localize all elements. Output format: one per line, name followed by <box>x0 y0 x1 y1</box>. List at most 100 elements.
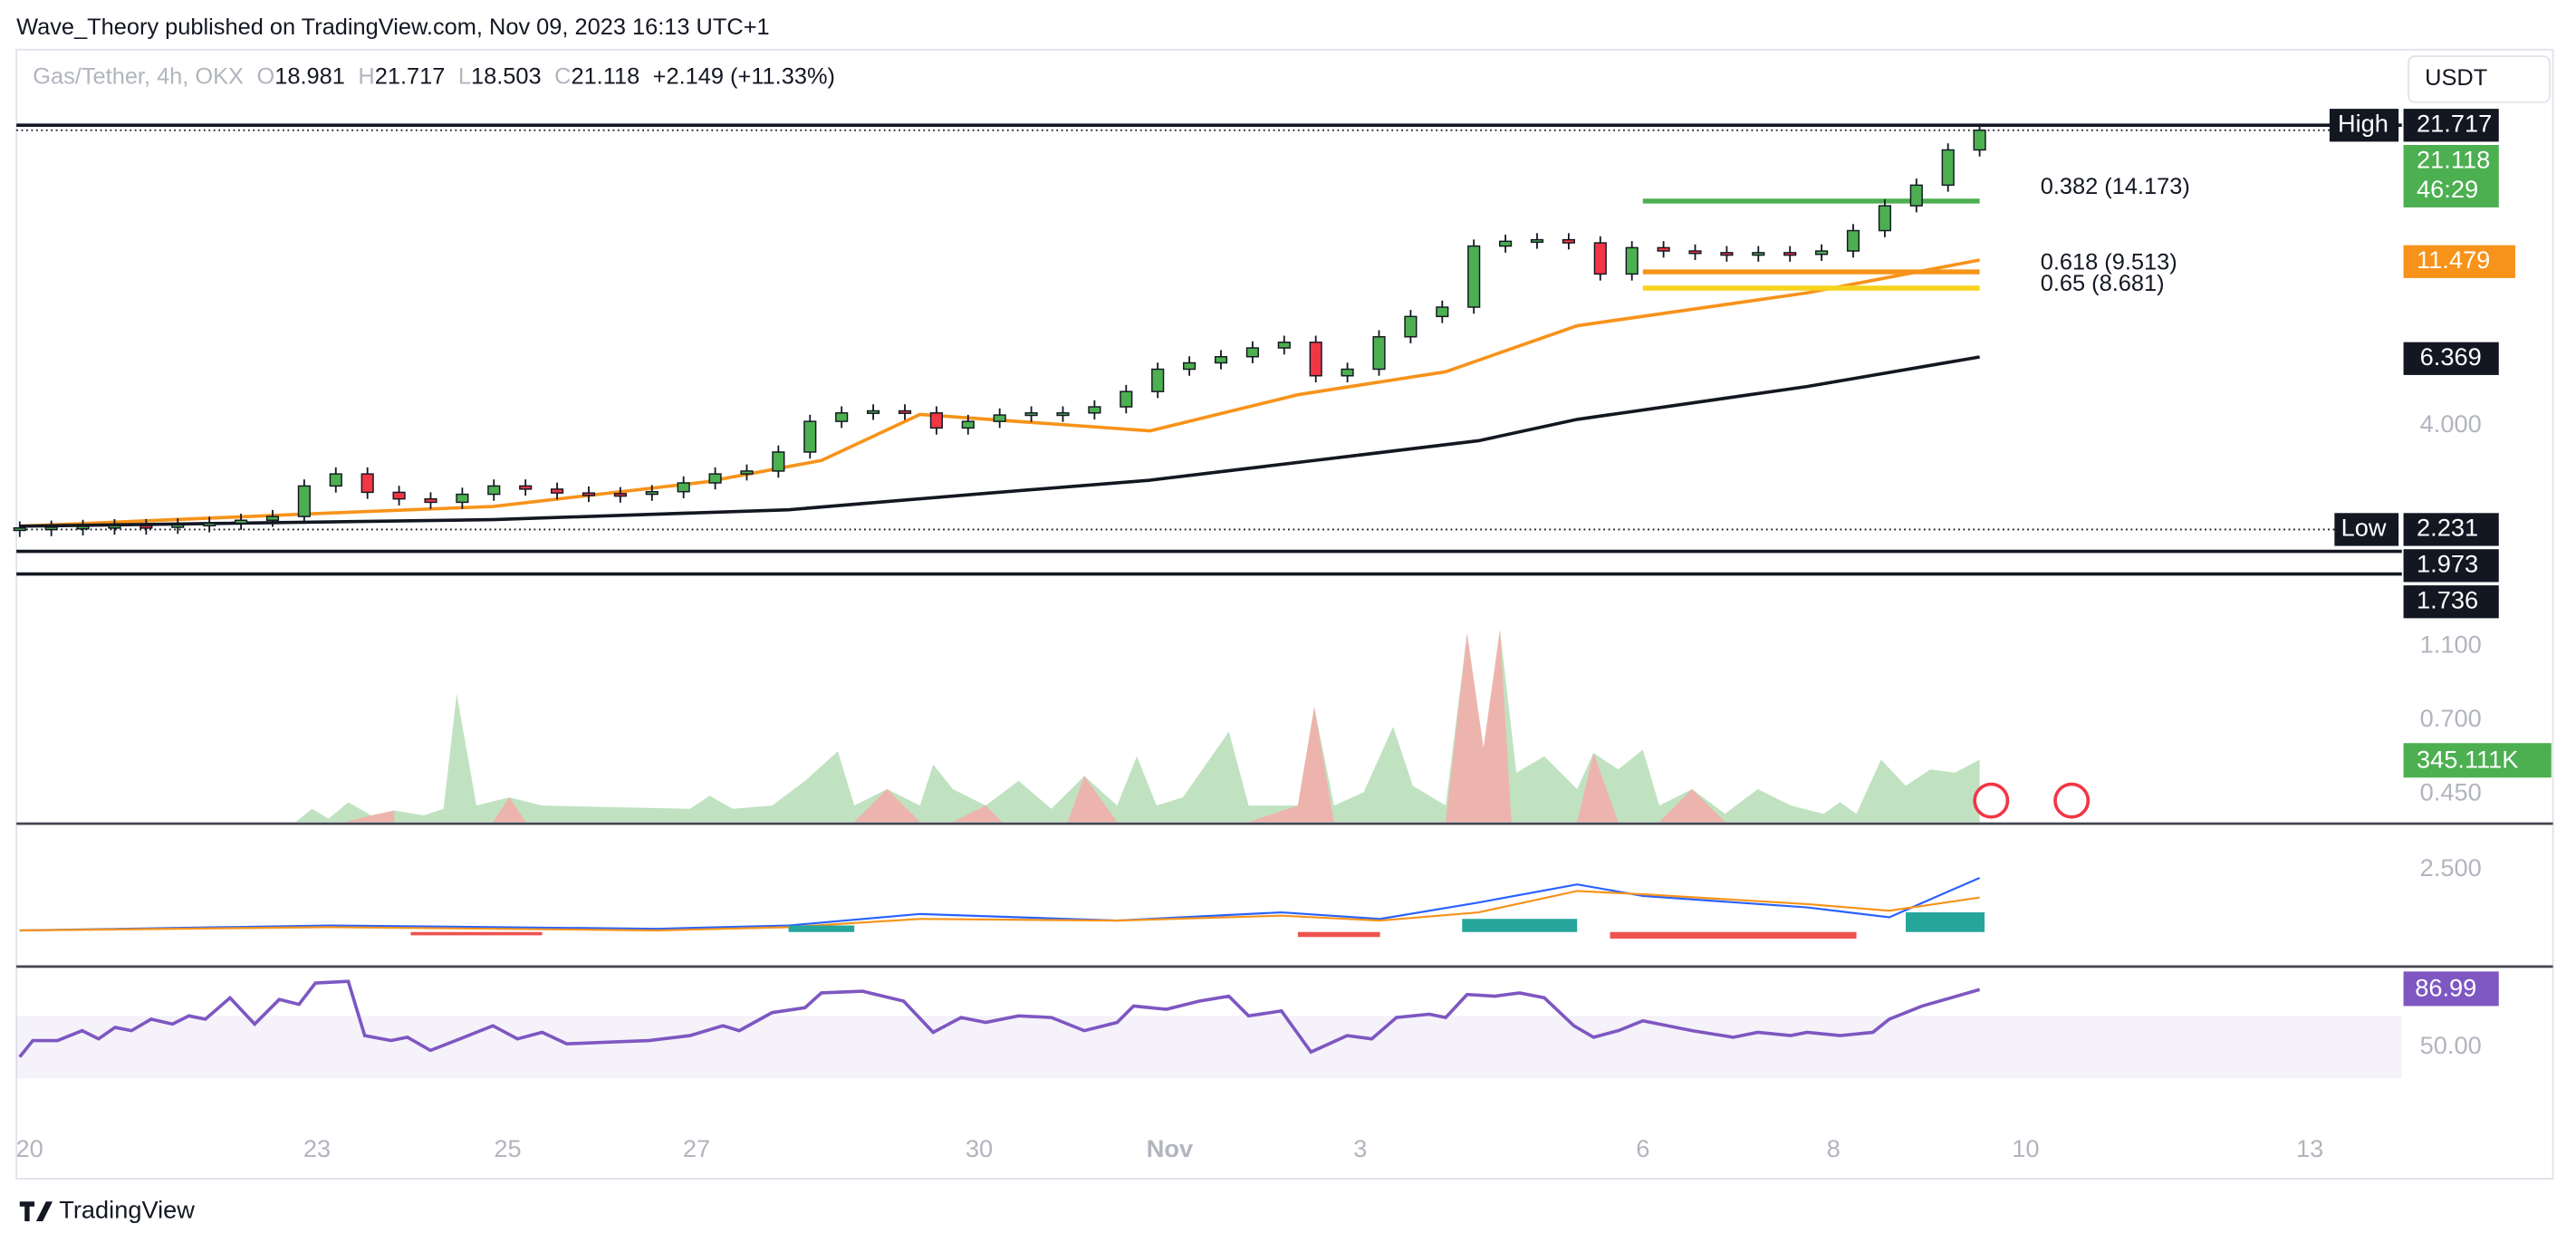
last-box <box>2403 145 2499 207</box>
candle <box>1530 238 1544 244</box>
candle <box>1056 412 1070 417</box>
candle <box>1909 184 1923 207</box>
candle <box>1752 252 1765 256</box>
candle <box>76 525 90 530</box>
rsi-band <box>16 1016 2402 1079</box>
currency-button[interactable] <box>2408 55 2551 103</box>
candle <box>44 526 58 531</box>
macd-tick: 2.500 <box>2420 853 2482 882</box>
countdown: 46:29 <box>2417 175 2478 203</box>
candle <box>13 527 26 532</box>
event-icon[interactable] <box>2053 782 2091 819</box>
candle <box>993 414 1006 422</box>
volume-last-box <box>2403 743 2552 778</box>
fib-label: 0.65 (8.681) <box>2041 271 2165 296</box>
candle <box>1120 390 1133 408</box>
candle <box>1720 252 1734 256</box>
date-label: 13 <box>2296 1134 2323 1162</box>
rsi-line <box>18 979 1981 1058</box>
candle <box>1151 368 1165 392</box>
candle <box>708 473 722 484</box>
date-label: Nov <box>1147 1134 1193 1162</box>
price-tick-label: 4.000 <box>2420 410 2482 438</box>
date-label: 27 <box>683 1134 710 1162</box>
candle <box>613 493 627 497</box>
candle <box>898 410 912 414</box>
candle <box>1467 245 1481 308</box>
macd-line <box>19 876 1981 932</box>
candle <box>582 492 596 496</box>
candle <box>1625 246 1639 275</box>
ema-slow-value: 6.369 <box>2420 342 2482 371</box>
candle <box>961 420 975 429</box>
rsi-last: 86.99 <box>2415 973 2476 1001</box>
candle <box>1878 205 1891 232</box>
volume-area-down <box>344 630 1725 823</box>
candle <box>1404 315 1418 338</box>
candle <box>1562 238 1575 244</box>
last-value: 21.118 <box>2417 145 2490 173</box>
macd-histogram <box>410 931 1857 939</box>
candle <box>1499 240 1513 247</box>
low-value: 2.231 <box>2417 514 2478 542</box>
candle <box>360 473 374 494</box>
support1-box <box>2403 549 2499 583</box>
date-label: 20 <box>16 1134 43 1162</box>
event-icon[interactable] <box>1973 782 2010 819</box>
footer: TradingView <box>59 1195 195 1223</box>
candle <box>1088 406 1101 414</box>
close: 21.118 <box>571 63 639 89</box>
candle <box>867 410 880 414</box>
candle <box>424 497 437 504</box>
rsi-last-box <box>2403 971 2499 1007</box>
candle <box>740 470 754 475</box>
ema-fast-box <box>2403 245 2515 278</box>
candle <box>1688 250 1702 255</box>
volume-tick: 0.700 <box>2420 704 2482 732</box>
candle <box>1783 252 1797 256</box>
candle <box>1593 242 1607 275</box>
date-label: 23 <box>303 1134 331 1162</box>
candle <box>1973 129 1986 151</box>
high-tag-box <box>2329 109 2399 142</box>
candle <box>234 519 248 525</box>
change: +2.149 (+11.33%) <box>653 63 835 89</box>
candle <box>677 482 690 493</box>
candle <box>929 412 943 429</box>
date-label: 30 <box>966 1134 993 1162</box>
support2-value: 1.736 <box>2417 585 2478 613</box>
symbol: Gas/Tether, 4h, OKX <box>33 63 244 89</box>
candle <box>1214 356 1228 364</box>
tv-logo <box>19 1201 53 1222</box>
volume-tick: 1.100 <box>2420 630 2482 658</box>
h-label: H <box>358 63 374 89</box>
candle <box>392 491 406 500</box>
ema-slow <box>19 355 1980 528</box>
candle <box>171 524 185 528</box>
candle <box>1436 306 1449 318</box>
candle <box>1341 368 1354 377</box>
fib-label: 0.382 (14.173) <box>2041 174 2190 199</box>
legend: Gas/Tether, 4h, OKX O18.981 H21.717 L18.503… <box>33 63 835 89</box>
rsi-tick: 50.00 <box>2420 1031 2482 1059</box>
date-label: 3 <box>1353 1134 1367 1162</box>
candle <box>1657 246 1670 252</box>
candle <box>772 451 785 472</box>
candle <box>1372 336 1386 371</box>
candle <box>1183 361 1197 371</box>
candle <box>139 525 153 529</box>
high-value: 21.717 <box>2417 109 2492 137</box>
fib-label: 0.618 (9.513) <box>2041 250 2177 275</box>
candle <box>803 420 817 453</box>
currency[interactable]: USDT <box>2425 65 2487 91</box>
date-label: 10 <box>2012 1134 2039 1162</box>
header: Wave_Theory published on TradingView.com… <box>16 14 770 40</box>
o-label: O <box>257 63 275 89</box>
low-box <box>2403 513 2499 546</box>
candle <box>297 485 311 517</box>
candle <box>265 516 280 521</box>
ema-slow-box <box>2403 342 2499 375</box>
